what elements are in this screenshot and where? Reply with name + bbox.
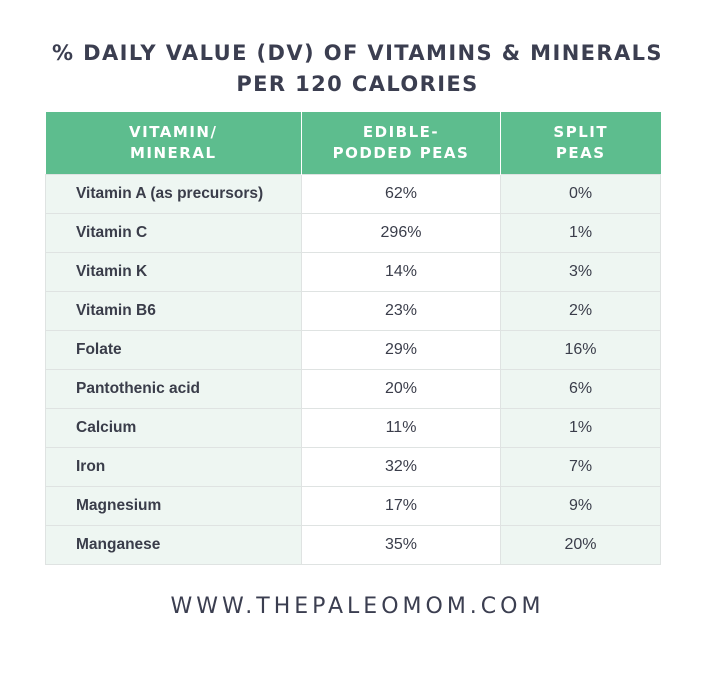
column-header-nutrient: VITAMIN/ MINERAL: [45, 112, 302, 175]
nutrient-name-cell: Calcium: [45, 408, 302, 448]
chart-title-line-2: PER 120 CALORIES: [236, 72, 479, 96]
split-peas-value-cell: 7%: [500, 447, 661, 487]
nutrient-name-cell: Vitamin C: [45, 213, 302, 253]
split-peas-value-cell: 6%: [500, 369, 661, 409]
header-row: VITAMIN/ MINERAL EDIBLE- PODDED PEAS SPL…: [45, 112, 661, 175]
edible-podded-peas-value-cell: 23%: [301, 291, 501, 331]
chart-title-line-1: % DAILY VALUE (DV) OF VITAMINS & MINERAL…: [52, 41, 663, 65]
nutrient-name-cell: Manganese: [45, 525, 302, 565]
edible-podded-peas-value-cell: 32%: [301, 447, 501, 487]
edible-podded-peas-value-cell: 20%: [301, 369, 501, 409]
table-row: Iron 32% 7%: [45, 447, 661, 487]
nutrient-name-cell: Folate: [45, 330, 302, 370]
table-row: Vitamin K 14% 3%: [45, 252, 661, 292]
split-peas-value-cell: 3%: [500, 252, 661, 292]
column-header-line: PODDED PEAS: [332, 144, 470, 162]
edible-podded-peas-value-cell: 11%: [301, 408, 501, 448]
table-row: Folate 29% 16%: [45, 330, 661, 370]
website-url: WWW.THEPALEOMOM.COM: [170, 594, 545, 619]
column-header-line: MINERAL: [129, 144, 217, 162]
nutrient-table: VITAMIN/ MINERAL EDIBLE- PODDED PEAS SPL…: [45, 112, 661, 565]
edible-podded-peas-value-cell: 296%: [301, 213, 501, 253]
column-header-split-peas: SPLIT PEAS: [500, 112, 661, 175]
table-row: Calcium 11% 1%: [45, 408, 661, 448]
table-row: Vitamin C 296% 1%: [45, 213, 661, 253]
column-header-line: PEAS: [555, 144, 606, 162]
chart-title: % DAILY VALUE (DV) OF VITAMINS & MINERAL…: [0, 38, 715, 100]
table-row: Manganese 35% 20%: [45, 525, 661, 565]
edible-podded-peas-value-cell: 62%: [301, 174, 501, 214]
table-row: Pantothenic acid 20% 6%: [45, 369, 661, 409]
column-header-line: SPLIT: [553, 123, 609, 141]
nutrient-name-cell: Magnesium: [45, 486, 302, 526]
table-row: Vitamin B6 23% 2%: [45, 291, 661, 331]
column-header-line: EDIBLE-: [362, 123, 440, 141]
edible-podded-peas-value-cell: 14%: [301, 252, 501, 292]
nutrient-table-container: VITAMIN/ MINERAL EDIBLE- PODDED PEAS SPL…: [45, 112, 661, 565]
edible-podded-peas-value-cell: 35%: [301, 525, 501, 565]
column-header-line: VITAMIN/: [129, 123, 218, 141]
nutrient-name-cell: Vitamin A (as precursors): [45, 174, 302, 214]
nutrient-name-cell: Vitamin B6: [45, 291, 302, 331]
column-header-edible-podded-peas: EDIBLE- PODDED PEAS: [301, 112, 501, 175]
split-peas-value-cell: 20%: [500, 525, 661, 565]
table-row: Magnesium 17% 9%: [45, 486, 661, 526]
nutrient-name-cell: Pantothenic acid: [45, 369, 302, 409]
edible-podded-peas-value-cell: 17%: [301, 486, 501, 526]
split-peas-value-cell: 1%: [500, 408, 661, 448]
split-peas-value-cell: 0%: [500, 174, 661, 214]
split-peas-value-cell: 2%: [500, 291, 661, 331]
nutrient-name-cell: Vitamin K: [45, 252, 302, 292]
nutrient-name-cell: Iron: [45, 447, 302, 487]
split-peas-value-cell: 1%: [500, 213, 661, 253]
table-header: VITAMIN/ MINERAL EDIBLE- PODDED PEAS SPL…: [45, 112, 661, 175]
edible-podded-peas-value-cell: 29%: [301, 330, 501, 370]
split-peas-value-cell: 16%: [500, 330, 661, 370]
split-peas-value-cell: 9%: [500, 486, 661, 526]
table-row: Vitamin A (as precursors) 62% 0%: [45, 174, 661, 214]
